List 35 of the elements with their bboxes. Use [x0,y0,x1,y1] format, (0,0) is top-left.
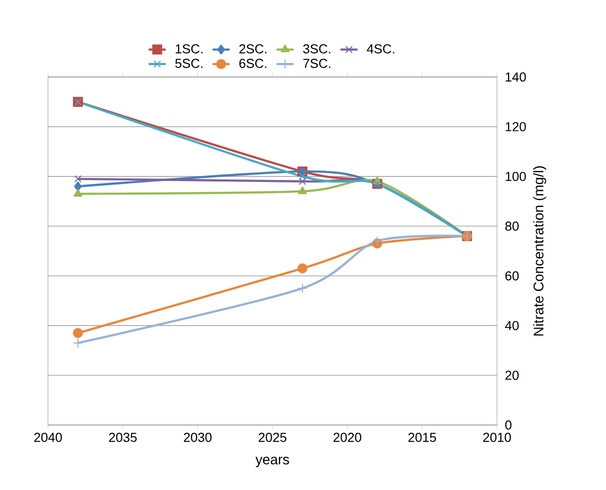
y-tick-label: 40 [505,320,519,330]
point [74,181,82,192]
point [74,188,82,197]
point [72,328,83,338]
point [298,178,306,186]
y-tick-label: 60 [505,271,519,280]
x-tick-label: 2030 [184,432,212,442]
x-tick-label: 2035 [109,432,137,442]
y-tick-label: 120 [506,122,526,132]
x-tick-label: 2020 [334,432,362,442]
point [74,175,82,183]
legend-label: 2SC. [239,44,266,54]
point [297,263,308,274]
legend-label: 4SC. [366,44,394,54]
point [298,172,306,180]
legend-label: 3SC. [303,44,330,54]
legend-label: 6SC. [239,58,266,68]
y-tick-label: 0 [505,420,512,430]
point [298,186,307,194]
x-tick-label: 2040 [34,432,62,442]
y-axis-title: Nitrate Concentration (mg/l) [533,166,546,336]
x-axis-title: years [255,456,290,468]
y-tick-label: 100 [506,172,526,182]
legend-label: 5SC. [175,58,202,68]
x-tick-label: 2010 [483,432,511,442]
x-tick-label: 2025 [258,432,286,442]
legend-label: 1SC. [176,44,202,54]
legend-label: 7SC. [303,58,330,68]
point [372,236,382,246]
point [297,283,308,294]
y-tick-label: 20 [505,370,519,380]
point [72,338,83,348]
x-tick-label: 2015 [408,432,436,442]
y-tick-label: 80 [505,222,519,231]
y-tick-label: 140 [506,72,526,82]
